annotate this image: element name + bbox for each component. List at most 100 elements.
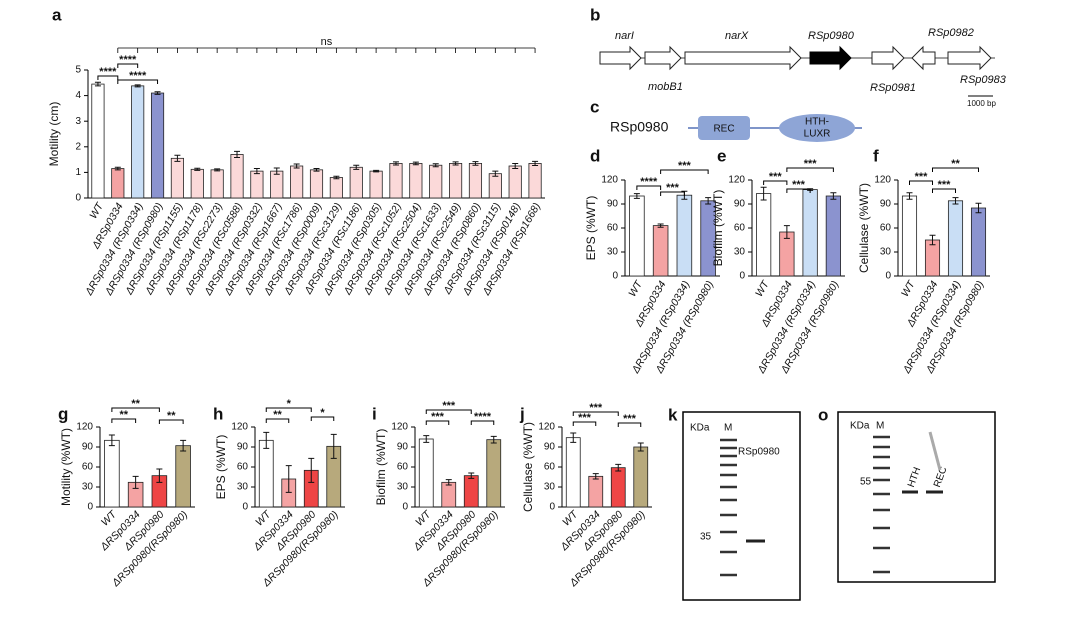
panel-letter: f <box>873 146 879 165</box>
significance-bracket <box>97 75 119 80</box>
y-tick-label: 60 <box>237 462 249 473</box>
significance-label: ** <box>273 409 282 421</box>
y-tick-label: 120 <box>231 422 248 433</box>
panel-letter: e <box>717 146 726 165</box>
significance-label: *** <box>678 160 692 172</box>
y-tick-label: 30 <box>880 247 892 258</box>
y-tick-label: 30 <box>82 482 94 493</box>
panel-letter: i <box>372 404 377 423</box>
gel-frame <box>837 411 996 583</box>
significance-bracket <box>932 188 956 193</box>
bar <box>104 439 120 508</box>
significance-bracket <box>117 63 139 68</box>
bar <box>111 168 125 199</box>
protein-label: RSp0980 <box>610 119 669 135</box>
y-tick-label: 30 <box>397 482 409 493</box>
y-tick-label: 60 <box>544 462 556 473</box>
y-tick-label: 90 <box>880 199 892 210</box>
error-bar <box>760 186 767 201</box>
significance-label: *** <box>666 182 680 194</box>
y-tick-label: 120 <box>728 175 745 186</box>
bar <box>565 437 581 508</box>
error-bar <box>392 161 399 166</box>
significance-label: **** <box>640 176 658 188</box>
panel-letter: j <box>519 404 525 423</box>
significance-bracket <box>425 420 450 425</box>
y-tick-label: 60 <box>880 223 892 234</box>
y-tick-label: 120 <box>874 175 891 186</box>
ladder <box>873 435 890 574</box>
error-bar <box>333 175 340 180</box>
bar <box>588 475 604 508</box>
gel-k: k KDa M RSp0980 35 <box>668 405 801 601</box>
significance-bracket <box>636 185 662 190</box>
error-bar <box>132 475 139 489</box>
bar <box>418 438 434 508</box>
bar <box>449 163 463 199</box>
bar <box>633 446 649 508</box>
error-bar <box>313 168 320 172</box>
error-bar <box>570 432 577 443</box>
y-tick-label: 60 <box>734 223 746 234</box>
x-tick-label: WT <box>87 200 106 222</box>
significance-label: *** <box>589 402 603 414</box>
domain-label: HTH- <box>805 117 829 128</box>
significance-label: *** <box>431 411 445 423</box>
bar <box>825 195 841 277</box>
y-tick-label: 90 <box>544 442 556 453</box>
bar <box>258 439 274 508</box>
y-tick-label: 90 <box>82 442 94 453</box>
y-axis-label: Motility (%WT) <box>59 428 73 506</box>
y-tick-label: 30 <box>607 247 619 258</box>
y-axis-label: Motility (cm) <box>47 102 61 167</box>
size-label: 35 <box>700 532 712 543</box>
panel-letter: k <box>668 405 678 424</box>
significance-label: **** <box>474 411 492 423</box>
error-bar <box>154 91 161 95</box>
domain-label: LUXR <box>804 129 831 140</box>
x-tick-label: WT <box>899 278 918 300</box>
bar <box>230 154 244 199</box>
significance-bracket <box>572 421 597 426</box>
y-tick-label: 0 <box>402 502 408 513</box>
gene-map: b narI mobB1 narX RSp0980 RSp0981 RSp098… <box>590 5 1007 108</box>
scale-label: 1000 bp <box>967 99 996 108</box>
significance-label: *** <box>915 171 929 183</box>
significance-label: *** <box>938 179 952 191</box>
panel-letter: g <box>58 404 68 423</box>
panel-letter: a <box>52 5 62 24</box>
y-tick-label: 30 <box>237 482 249 493</box>
y-tick-label: 120 <box>391 422 408 433</box>
bar <box>970 207 987 277</box>
y-tick-label: 90 <box>397 442 409 453</box>
bar <box>170 157 184 199</box>
error-bar <box>445 479 452 486</box>
bar <box>175 445 191 508</box>
error-bar <box>452 161 459 166</box>
y-tick-label: 0 <box>87 502 93 513</box>
rec-domain <box>698 116 750 140</box>
error-bar <box>156 468 163 483</box>
bar <box>802 189 818 277</box>
bar <box>309 169 324 199</box>
bar <box>924 239 941 277</box>
significance-label: *** <box>804 158 818 170</box>
significance-label: ns <box>321 36 333 48</box>
y-tick-label: 0 <box>242 502 248 513</box>
bar <box>409 163 423 199</box>
bar <box>463 475 479 508</box>
gel-frame <box>682 411 801 601</box>
error-bar <box>592 473 599 480</box>
bar <box>486 439 502 508</box>
error-bar <box>633 193 640 199</box>
gene-label: mobB1 <box>648 81 683 93</box>
significance-label: ** <box>119 409 128 421</box>
y-tick-label: 120 <box>601 175 618 186</box>
error-bar <box>492 170 499 177</box>
y-tick-label: 60 <box>607 223 619 234</box>
panel-letter: c <box>590 97 599 116</box>
error-bar <box>412 161 419 166</box>
gene-arrow <box>599 45 642 71</box>
error-bar <box>308 457 315 483</box>
